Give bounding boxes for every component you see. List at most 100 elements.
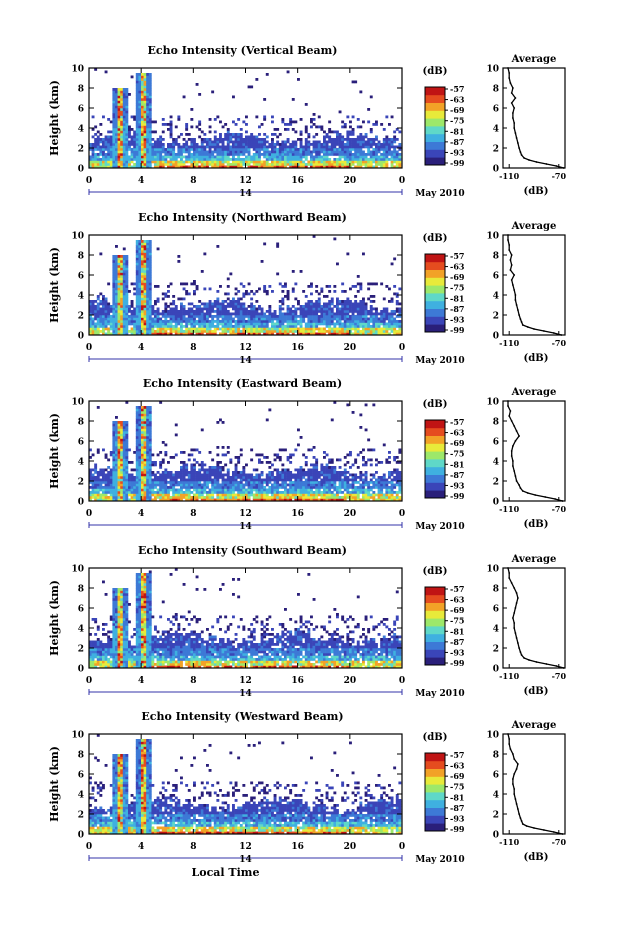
heatmap-cell [109,150,113,154]
heatmap-cell [104,473,108,477]
heatmap-cell [117,145,121,149]
heatmap-cell [278,317,282,321]
heatmap-cell [221,320,225,323]
heatmap-cell [239,158,243,161]
heatmap-cell [138,113,142,116]
heatmap-cell [312,163,316,166]
heatmap-cell [120,436,124,439]
heatmap-cell [107,145,111,149]
heatmap-cell [182,148,186,151]
heatmap-cell [372,315,376,318]
heatmap-cell [234,135,238,139]
profile-point [510,92,513,94]
heatmap-cell [239,140,243,144]
heatmap-cell [395,307,399,311]
heatmap-cell [393,138,397,141]
heatmap-cell [148,327,152,331]
heatmap-cell [208,155,212,159]
heatmap-cell [200,270,204,273]
heatmap-cell [117,325,121,328]
heatmap-cell [120,426,124,429]
heatmap-cell [216,491,220,494]
heatmap-cell [130,493,134,497]
heatmap-cell [138,250,142,253]
heatmap-cell [297,138,300,141]
heatmap-cell [382,327,386,331]
heatmap-cell [146,451,150,454]
heatmap-cell [286,317,290,321]
colorbar-tick-label: -87 [450,304,464,314]
heatmap-cell [146,438,150,442]
heatmap-cell [104,297,108,301]
heatmap-cell [141,486,144,489]
colorbar-frame [424,253,446,333]
heatmap-cell [159,320,163,323]
heatmap-cell [122,150,126,154]
heatmap-cell [169,325,173,328]
heatmap-cell [89,317,92,321]
heatmap-cell [148,275,152,278]
heatmap-cell [125,456,129,459]
heatmap-cell [213,118,217,121]
heatmap-cell [125,272,129,276]
heatmap-cell [125,103,129,106]
heatmap-cell [346,138,350,141]
heatmap-cell [354,327,358,331]
heatmap-cell [343,158,347,161]
heatmap-cell [229,330,233,333]
heatmap-cell [302,155,306,159]
heatmap-cell [107,130,111,134]
heatmap-cell [369,158,373,161]
heatmap-cell [265,322,269,326]
heatmap-cell [143,140,147,144]
heatmap-cell [120,320,124,323]
heatmap-cell [232,302,235,306]
heatmap-cell [221,307,225,311]
heatmap-cell [164,305,168,308]
heatmap-cell [382,140,386,144]
heatmap-cell [109,478,113,482]
heatmap-cell [143,250,147,253]
heatmap-cell [172,330,176,333]
heatmap-cell [112,443,116,447]
heatmap-cell [323,310,326,313]
heatmap-cell [112,456,116,459]
heatmap-cell [208,160,212,164]
panel-1: Echo Intensity (Vertical Beam)0246810Hei… [48,44,566,199]
heatmap-cell [226,143,230,146]
heatmap-cell [148,451,152,454]
heatmap-cell [364,160,368,164]
heatmap-cell [234,140,238,144]
heatmap-cell [99,483,103,487]
heatmap-cell [325,320,329,323]
heatmap-cell [115,140,118,144]
heatmap-cell [112,153,116,156]
heatmap-cell [177,322,181,326]
heatmap-cell [208,471,212,474]
heatmap-cell [242,483,246,487]
heatmap-cell [229,272,233,276]
heatmap-cell [271,312,274,316]
heatmap-cell [343,138,347,141]
heatmap-cell [115,327,118,331]
heatmap-cell [138,110,142,114]
heatmap-cell [148,100,152,104]
heatmap-cell [226,488,230,492]
heatmap-cell [107,135,111,139]
heatmap-cell [172,496,176,499]
heatmap-cell [122,297,126,301]
heatmap-cell [125,496,129,499]
heatmap-cell [125,115,129,119]
heatmap-cell [206,496,209,499]
heatmap-cell [91,476,95,479]
heatmap-cell [346,163,350,166]
heatmap-cell [112,473,116,477]
heatmap-cell [122,431,126,434]
heatmap-cell [351,302,355,306]
heatmap-cell [195,125,199,129]
heatmap-cell [120,476,124,479]
heatmap-cell [359,155,363,159]
heatmap-cell [89,160,92,164]
heatmap-cell [148,78,152,81]
heatmap-cell [141,317,144,321]
